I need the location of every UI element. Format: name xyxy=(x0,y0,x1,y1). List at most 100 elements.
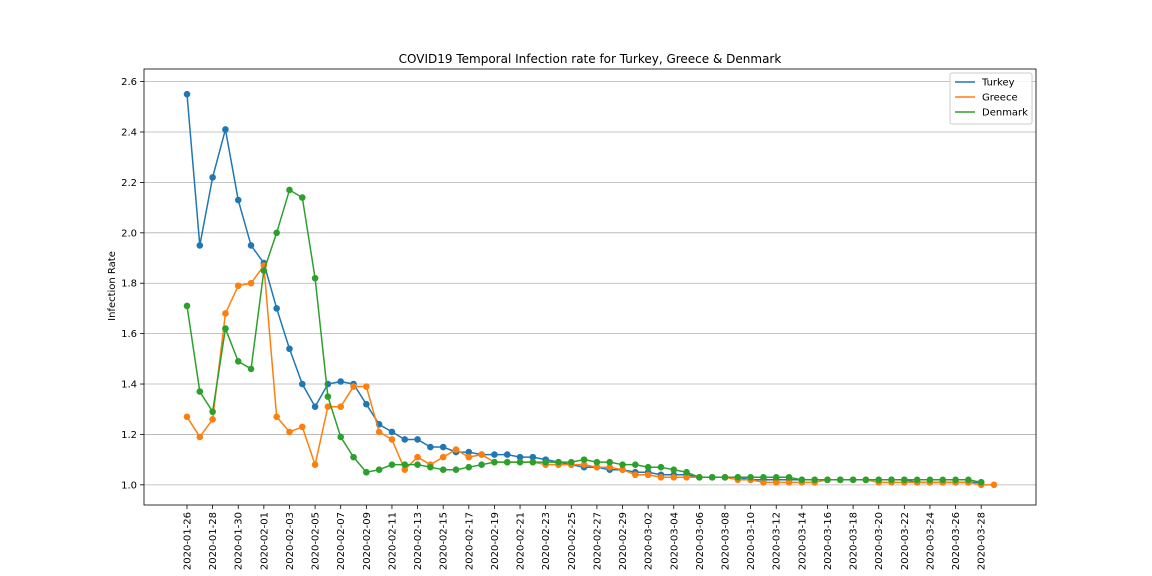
x-tick-label: 2020-01-28 xyxy=(208,512,219,570)
y-tick-label: 2.0 xyxy=(121,228,137,239)
x-tick-label: 2020-01-26 xyxy=(183,512,194,570)
data-point-greece xyxy=(452,446,460,453)
data-point-denmark xyxy=(516,458,524,466)
data-point-greece xyxy=(311,461,319,468)
data-point-denmark xyxy=(555,458,562,466)
data-point-denmark xyxy=(593,458,601,466)
x-tick-label: 2020-03-06 xyxy=(695,512,706,570)
data-point-greece xyxy=(478,451,485,458)
x-tick-label: 2020-03-28 xyxy=(977,512,988,570)
data-point-greece xyxy=(337,403,345,411)
data-point-denmark xyxy=(363,468,370,476)
data-point-denmark xyxy=(427,463,434,471)
data-point-greece xyxy=(593,463,601,471)
x-tick-label: 2020-02-13 xyxy=(413,512,424,570)
data-point-greece xyxy=(196,433,204,441)
data-point-greece xyxy=(990,481,998,489)
data-point-denmark xyxy=(529,458,537,466)
data-point-greece xyxy=(683,473,690,481)
data-point-denmark xyxy=(196,388,204,395)
data-point-denmark xyxy=(619,461,626,468)
data-point-denmark xyxy=(696,473,703,481)
x-tick-label: 2020-03-22 xyxy=(900,512,911,570)
data-point-denmark xyxy=(286,186,293,194)
x-tick-label: 2020-02-19 xyxy=(490,512,501,570)
data-point-denmark xyxy=(311,274,319,282)
x-tick-label: 2020-02-21 xyxy=(516,512,527,570)
data-point-denmark xyxy=(298,194,306,201)
x-tick-label: 2020-02-27 xyxy=(592,512,603,570)
data-point-turkey xyxy=(363,400,370,408)
data-point-denmark xyxy=(503,458,511,466)
data-point-denmark xyxy=(644,463,652,471)
x-tick-label: 2020-03-12 xyxy=(772,512,783,570)
data-point-turkey xyxy=(439,443,447,451)
data-point-turkey xyxy=(298,380,306,388)
data-point-greece xyxy=(273,413,280,421)
data-point-turkey xyxy=(503,451,511,458)
x-tick-label: 2020-02-07 xyxy=(336,512,347,570)
data-point-denmark xyxy=(708,473,716,481)
data-point-greece xyxy=(286,428,293,436)
y-tick-label: 1.4 xyxy=(121,380,137,391)
data-point-turkey xyxy=(286,345,293,353)
x-tick-label: 2020-02-25 xyxy=(567,512,578,570)
x-tick-label: 2020-03-08 xyxy=(721,512,732,570)
data-point-denmark xyxy=(337,433,345,441)
x-tick-label: 2020-03-26 xyxy=(951,512,962,570)
data-point-denmark xyxy=(772,473,780,481)
plot-series xyxy=(183,90,998,489)
data-point-greece xyxy=(298,423,306,431)
data-point-turkey xyxy=(273,305,280,312)
x-tick-label: 2020-02-15 xyxy=(439,512,450,570)
x-tick-label: 2020-01-30 xyxy=(234,512,245,570)
data-point-greece xyxy=(363,383,370,390)
x-tick-label: 2020-03-14 xyxy=(797,512,808,570)
legend-label-greece: Greece xyxy=(982,93,1018,104)
data-point-turkey xyxy=(337,378,345,385)
data-point-denmark xyxy=(491,458,498,466)
data-point-denmark xyxy=(734,473,742,481)
data-point-denmark xyxy=(939,476,947,484)
y-tick-label: 2.6 xyxy=(121,77,137,88)
data-point-greece xyxy=(375,428,383,436)
y-axis: 1.0 1.2 1.4 1.6 1.8 2.0 2.2 2.4 2.6 xyxy=(121,77,144,491)
data-point-turkey xyxy=(414,436,421,443)
data-point-denmark xyxy=(209,408,216,416)
data-point-greece xyxy=(439,453,447,461)
data-point-denmark xyxy=(542,458,549,466)
data-point-turkey xyxy=(234,196,242,204)
data-point-turkey xyxy=(183,90,191,98)
data-point-denmark xyxy=(965,476,972,484)
x-tick-label: 2020-03-10 xyxy=(746,512,757,570)
x-tick-label: 2020-02-05 xyxy=(311,512,322,570)
x-axis: 2020-01-26 2020-01-28 2020-01-30 2020-02-01… xyxy=(183,505,988,570)
data-point-denmark xyxy=(849,476,857,484)
plot-frame xyxy=(143,68,1037,506)
series-denmark xyxy=(183,186,985,486)
data-point-turkey xyxy=(491,451,498,458)
data-point-denmark xyxy=(606,458,614,466)
x-tick-label: 2020-03-16 xyxy=(823,512,834,570)
data-point-denmark xyxy=(478,461,485,468)
chart-title: COVID19 Temporal Infection rate for Turk… xyxy=(399,52,782,66)
data-point-denmark xyxy=(632,461,639,468)
data-point-greece xyxy=(222,310,229,317)
data-point-denmark xyxy=(888,476,895,484)
y-tick-label: 1.8 xyxy=(121,279,137,290)
data-point-denmark xyxy=(977,479,985,486)
x-tick-label: 2020-02-23 xyxy=(541,512,552,570)
data-point-denmark xyxy=(657,463,665,471)
data-point-greece xyxy=(324,403,332,411)
data-point-turkey xyxy=(209,174,216,181)
data-point-denmark xyxy=(811,476,818,484)
data-point-denmark xyxy=(824,476,831,484)
data-point-turkey xyxy=(311,403,319,411)
data-point-denmark xyxy=(785,473,793,481)
y-tick-label: 1.2 xyxy=(121,430,137,441)
data-point-denmark xyxy=(901,476,908,484)
data-point-denmark xyxy=(580,456,588,463)
data-point-greece xyxy=(401,466,409,474)
y-tick-label: 2.2 xyxy=(121,178,137,189)
data-point-denmark xyxy=(862,476,870,484)
